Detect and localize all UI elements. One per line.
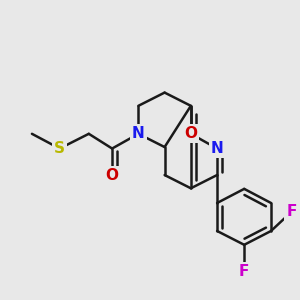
- Text: N: N: [211, 141, 224, 156]
- Text: O: O: [106, 167, 118, 182]
- Text: S: S: [54, 141, 65, 156]
- Text: O: O: [184, 126, 197, 141]
- Text: F: F: [239, 264, 249, 279]
- Text: N: N: [132, 126, 145, 141]
- Text: F: F: [286, 204, 297, 219]
